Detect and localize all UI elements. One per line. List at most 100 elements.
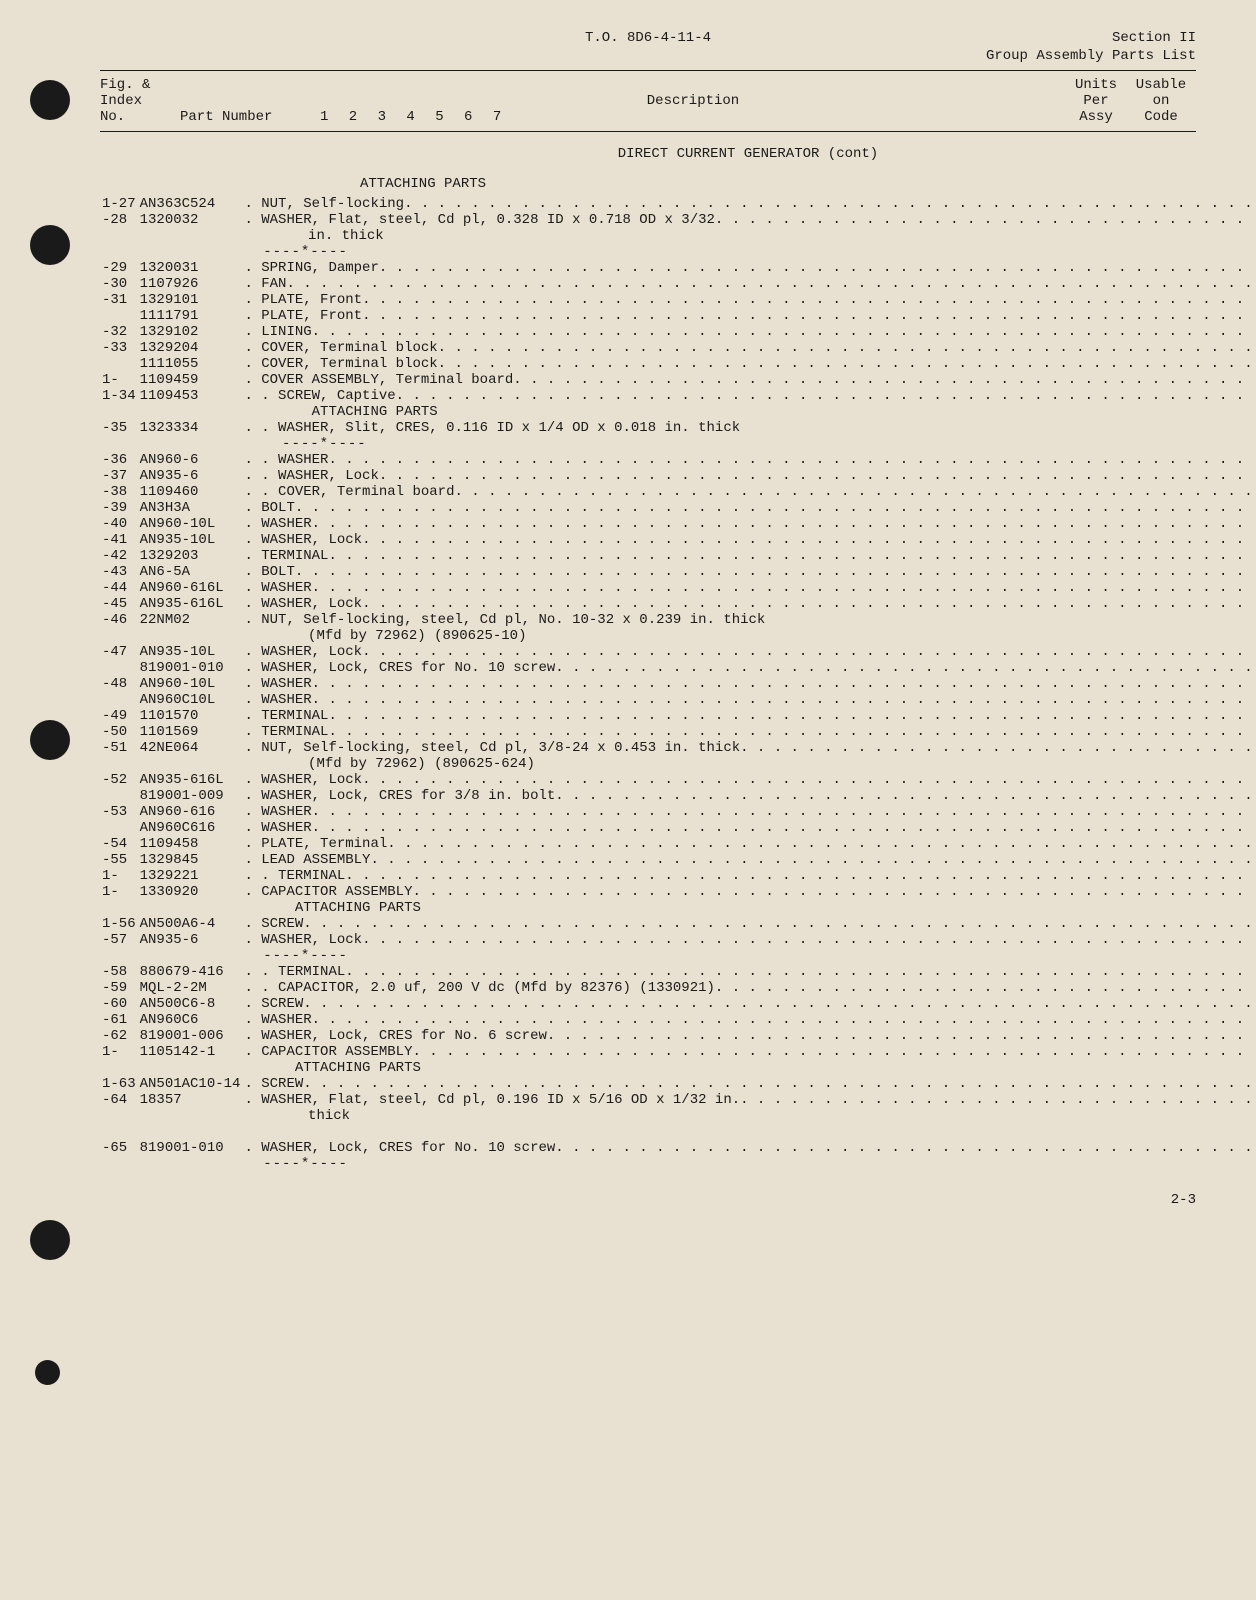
table-row: -64 18357 . WASHER, Flat, steel, Cd pl, … — [100, 1092, 1256, 1108]
description: . SCREW . . . . . . . . . . . . . . . . … — [242, 916, 1256, 932]
table-row: -53 AN960-616 . WASHER . . . . . . . . .… — [100, 804, 1256, 820]
table-row: -60 AN500C6-8 . SCREW . . . . . . . . . … — [100, 996, 1256, 1012]
table-row: -61 AN960C6 . WASHER . . . . . . . . . .… — [100, 1012, 1256, 1028]
part-number: 1109453 — [138, 388, 243, 404]
part-number: 42NE064 — [138, 740, 243, 756]
description: . WASHER . . . . . . . . . . . . . . . .… — [242, 804, 1256, 820]
fig-index: -54 — [100, 836, 138, 852]
description: . CAPACITOR ASSEMBLY . . . . . . . . . .… — [242, 1044, 1256, 1060]
part-number: 1329101 — [138, 292, 243, 308]
part-number: 819001-006 — [138, 1028, 243, 1044]
fig-index: -62 — [100, 1028, 138, 1044]
table-row: -43 AN6-5A . BOLT . . . . . . . . . . . … — [100, 564, 1256, 580]
table-row: 819001-010 . WASHER, Lock, CRES for No. … — [100, 660, 1256, 676]
col-units-2: Per — [1066, 93, 1126, 109]
description: . WASHER . . . . . . . . . . . . . . . .… — [242, 820, 1256, 836]
part-number: 1329221 — [138, 868, 243, 884]
table-row: -41 AN935-10L . WASHER, Lock . . . . . .… — [100, 532, 1256, 548]
fig-index: -61 — [100, 1012, 138, 1028]
fig-index — [100, 660, 138, 676]
fig-index: 1- — [100, 868, 138, 884]
col-fig-1: Fig. & — [100, 77, 180, 93]
table-row: -40 AN960-10L . WASHER . . . . . . . . .… — [100, 516, 1256, 532]
fig-index — [100, 788, 138, 804]
fig-index: -58 — [100, 964, 138, 980]
table-row: -45 AN935-616L . WASHER, Lock . . . . . … — [100, 596, 1256, 612]
description: . NUT, Self-locking, steel, Cd pl, No. 1… — [242, 612, 1256, 628]
fig-index: 1-56 — [100, 916, 138, 932]
attaching-parts-row: ATTACHING PARTS — [100, 404, 1256, 420]
part-number: AN935-616L — [138, 596, 243, 612]
fig-index: -32 — [100, 324, 138, 340]
col-fig-2: Index — [100, 93, 180, 109]
part-number: AN935-616L — [138, 772, 243, 788]
fig-index: -36 — [100, 452, 138, 468]
fig-index: -59 — [100, 980, 138, 996]
description: . WASHER . . . . . . . . . . . . . . . .… — [242, 516, 1256, 532]
fig-index: -64 — [100, 1092, 138, 1108]
col-units-3: Assy — [1066, 109, 1126, 125]
fig-index: -57 — [100, 932, 138, 948]
page-subheader: Group Assembly Parts List — [100, 48, 1196, 64]
part-number: 1329204 — [138, 340, 243, 356]
table-row: 1-34 1109453 . . SCREW, Captive . . . . … — [100, 388, 1256, 404]
fig-index — [100, 356, 138, 372]
fig-index: -41 — [100, 532, 138, 548]
fig-index: -37 — [100, 468, 138, 484]
description: . LEAD ASSEMBLY . . . . . . . . . . . . … — [242, 852, 1256, 868]
table-row: 1111791 . PLATE, Front . . . . . . . . .… — [100, 308, 1256, 324]
table-row: -31 1329101 . PLATE, Front . . . . . . .… — [100, 292, 1256, 308]
col-code-3: Code — [1126, 109, 1196, 125]
description: . LINING . . . . . . . . . . . . . . . .… — [242, 324, 1256, 340]
attaching-parts-row: ATTACHING PARTS — [100, 900, 1256, 916]
fig-index: -42 — [100, 548, 138, 564]
fig-index: -40 — [100, 516, 138, 532]
table-row: -37 AN935-6 . . WASHER, Lock . . . . . .… — [100, 468, 1256, 484]
description: . WASHER, Lock . . . . . . . . . . . . .… — [242, 644, 1256, 660]
table-row: -46 22NM02 . NUT, Self-locking, steel, C… — [100, 612, 1256, 628]
fig-index: -48 — [100, 676, 138, 692]
part-number: 1329845 — [138, 852, 243, 868]
part-number: 1330920 — [138, 884, 243, 900]
fig-index: -45 — [100, 596, 138, 612]
table-row: 1- 1109459 . COVER ASSEMBLY, Terminal bo… — [100, 372, 1256, 388]
part-number: 1111055 — [138, 356, 243, 372]
description: . SPRING, Damper . . . . . . . . . . . .… — [242, 260, 1256, 276]
part-number: AN960C616 — [138, 820, 243, 836]
col-fig-3: No. — [100, 109, 180, 125]
fig-index: -60 — [100, 996, 138, 1012]
fig-index: -51 — [100, 740, 138, 756]
description: . . TERMINAL . . . . . . . . . . . . . .… — [242, 964, 1256, 980]
table-row: -38 1109460 . . COVER, Terminal board . … — [100, 484, 1256, 500]
part-number: AN363C524 — [138, 196, 243, 212]
fig-index: 1-34 — [100, 388, 138, 404]
part-number: 1320031 — [138, 260, 243, 276]
fig-index: -39 — [100, 500, 138, 516]
table-row-continuation: (Mfd by 72962) (890625-10) — [100, 628, 1256, 644]
description: . WASHER, Lock, CRES for No. 10 screw . … — [242, 660, 1256, 676]
part-number: 880679-416 — [138, 964, 243, 980]
description: . BOLT . . . . . . . . . . . . . . . . .… — [242, 564, 1256, 580]
fig-index: -29 — [100, 260, 138, 276]
fig-index: -33 — [100, 340, 138, 356]
table-row: -29 1320031 . SPRING, Damper . . . . . .… — [100, 260, 1256, 276]
table-row-continuation: thick — [100, 1108, 1256, 1124]
fig-index: -52 — [100, 772, 138, 788]
table-row: 819001-009 . WASHER, Lock, CRES for 3/8 … — [100, 788, 1256, 804]
description: . . WASHER . . . . . . . . . . . . . . .… — [242, 452, 1256, 468]
part-number: 1109459 — [138, 372, 243, 388]
part-number: AN935-6 — [138, 932, 243, 948]
table-row: 1- 1329221 . . TERMINAL . . . . . . . . … — [100, 868, 1256, 884]
description: . TERMINAL . . . . . . . . . . . . . . .… — [242, 708, 1256, 724]
part-number: AN960-616L — [138, 580, 243, 596]
description: . FAN . . . . . . . . . . . . . . . . . … — [242, 276, 1256, 292]
description: . . SCREW, Captive . . . . . . . . . . .… — [242, 388, 1256, 404]
description: . WASHER, Lock, CRES for No. 10 screw . … — [242, 1140, 1256, 1156]
page-footer: 2-3 — [100, 1192, 1196, 1208]
table-row: 1- 1330920 . CAPACITOR ASSEMBLY . . . . … — [100, 884, 1256, 900]
fig-index — [100, 308, 138, 324]
description: . WASHER . . . . . . . . . . . . . . . .… — [242, 692, 1256, 708]
part-number: 1105142-1 — [138, 1044, 243, 1060]
description: . WASHER . . . . . . . . . . . . . . . .… — [242, 1012, 1256, 1028]
description: . NUT, Self-locking . . . . . . . . . . … — [242, 196, 1256, 212]
